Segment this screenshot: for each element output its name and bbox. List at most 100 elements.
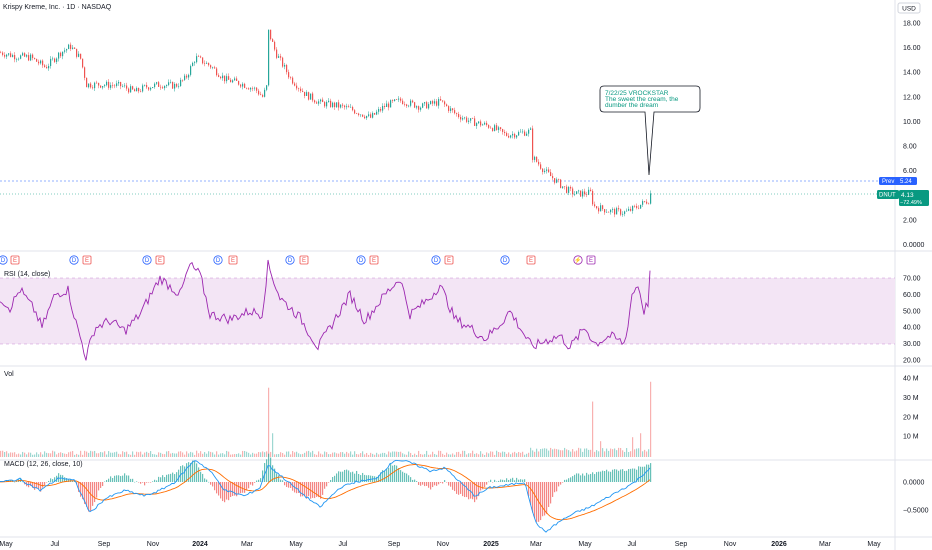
event-marker-label: E	[447, 258, 451, 264]
candle-body	[348, 106, 350, 108]
time-axis[interactable]: May Jul Sep Nov 2024 Mar May Jul Sep Nov 2025 Mar Ma…	[0, 541, 881, 548]
rsi-title[interactable]: RSI (14, close)	[4, 271, 50, 278]
candle-body	[216, 68, 218, 76]
macd-histogram-bar	[264, 463, 266, 482]
event-marker-div[interactable]: D	[285, 255, 295, 265]
candle-body	[118, 81, 120, 84]
candle-body	[70, 44, 72, 49]
event-marker-flash[interactable]: ⚡	[573, 255, 583, 265]
macd-histogram-bar	[414, 479, 416, 482]
volume-bar	[230, 454, 232, 457]
candle-body	[500, 127, 502, 129]
volume-bar	[632, 437, 634, 457]
rsi-axis: 70.00 60.00 50.00 40.00 30.00 20.00	[903, 276, 921, 365]
macd-histogram-bar	[160, 477, 162, 482]
candle-body	[316, 102, 318, 104]
events-row[interactable]: D E D E D E D E D E D E D E D E ⚡ E	[0, 255, 596, 265]
macd-histogram-bar	[68, 478, 70, 482]
candle-body	[630, 208, 632, 211]
macd-title[interactable]: MACD (12, 26, close, 10)	[4, 461, 83, 468]
volume-bar	[324, 451, 326, 457]
event-marker-div[interactable]: D	[213, 255, 223, 265]
candle-body	[408, 105, 410, 107]
volume-title[interactable]: Vol	[4, 371, 14, 378]
macd-histogram-bar	[36, 482, 38, 489]
volume-bar	[134, 454, 136, 457]
candle-body	[620, 209, 622, 215]
volume-bar	[602, 448, 604, 457]
candle-body	[468, 120, 470, 122]
volume-bar	[244, 450, 246, 457]
event-marker-div[interactable]: D	[69, 255, 79, 265]
macd-histogram-bar	[176, 472, 178, 482]
candle-body	[374, 113, 376, 115]
volume-bar	[252, 452, 254, 457]
macd-histogram-bar	[90, 482, 92, 512]
candle-body	[416, 106, 418, 108]
macd-histogram-bar	[420, 482, 422, 486]
candle-body	[10, 53, 12, 57]
time-tick-label: Mar	[530, 541, 543, 548]
candle-body	[574, 194, 576, 195]
candle-body	[364, 116, 366, 119]
time-tick-label: May	[0, 541, 13, 548]
event-marker-label: D	[288, 258, 293, 264]
currency-button[interactable]	[897, 2, 921, 14]
volume-bar	[182, 452, 184, 457]
candle-body	[338, 102, 340, 108]
candle-body	[322, 99, 324, 103]
candle-body	[68, 44, 70, 50]
annotation-callout[interactable]: 7/22/25 VROCKSTAR The sweet the cream, t…	[599, 85, 701, 176]
volume-bar	[440, 450, 442, 457]
event-marker-earn[interactable]: E	[444, 255, 454, 265]
volume-bar	[466, 454, 468, 457]
time-tick-label: Jul	[51, 541, 60, 548]
symbol-title[interactable]: Krispy Kreme, Inc. · 1D · NASDAQ	[3, 4, 112, 11]
volume-bar	[48, 453, 50, 457]
time-tick-label: May	[867, 541, 881, 548]
candle-body	[520, 131, 522, 133]
event-marker-earn[interactable]: E	[82, 255, 92, 265]
macd-histogram-bar	[474, 482, 476, 503]
event-marker-div[interactable]: D	[431, 255, 441, 265]
candle-body	[358, 113, 360, 115]
event-marker-earn[interactable]: E	[526, 255, 536, 265]
volume-bar	[622, 450, 624, 457]
volume-bar	[376, 452, 378, 457]
event-marker-earn[interactable]: E	[369, 255, 379, 265]
event-marker-earn[interactable]: E	[155, 255, 165, 265]
macd-histogram-bar	[150, 482, 152, 483]
event-marker-div[interactable]: D	[0, 255, 8, 265]
volume-bar	[382, 452, 384, 457]
event-marker-future[interactable]: E	[586, 255, 596, 265]
volume-bar	[578, 447, 580, 457]
candle-body	[220, 76, 222, 79]
event-marker-earn[interactable]: E	[10, 255, 20, 265]
volume-bar	[518, 451, 520, 457]
candle-body	[328, 100, 330, 103]
macd-histogram-bar	[534, 482, 536, 519]
macd-histogram-bar	[256, 480, 258, 482]
event-marker-div[interactable]: D	[142, 255, 152, 265]
candle-body	[480, 121, 482, 126]
candle-body	[168, 82, 170, 86]
macd-histogram-bar	[270, 457, 272, 482]
candle-body	[228, 76, 230, 80]
volume-bar	[154, 454, 156, 457]
candle-body	[590, 189, 592, 191]
candle-body	[58, 52, 60, 59]
event-marker-earn[interactable]: E	[228, 255, 238, 265]
candle-body	[8, 53, 10, 55]
event-marker-div[interactable]: D	[356, 255, 366, 265]
macd-histogram-bar	[450, 482, 452, 487]
macd-histogram-bar	[574, 474, 576, 482]
event-marker-div[interactable]: D	[500, 255, 510, 265]
price-axis[interactable]: 18.0016.0014.0012.0010.008.006.004.002.0…	[903, 21, 925, 249]
macd-histogram-bar	[32, 482, 34, 488]
candle-body	[546, 169, 548, 171]
event-marker-earn[interactable]: E	[299, 255, 309, 265]
macd-histogram-bar	[440, 482, 442, 483]
macd-histogram-bar	[458, 482, 460, 495]
volume-bar	[506, 453, 508, 457]
